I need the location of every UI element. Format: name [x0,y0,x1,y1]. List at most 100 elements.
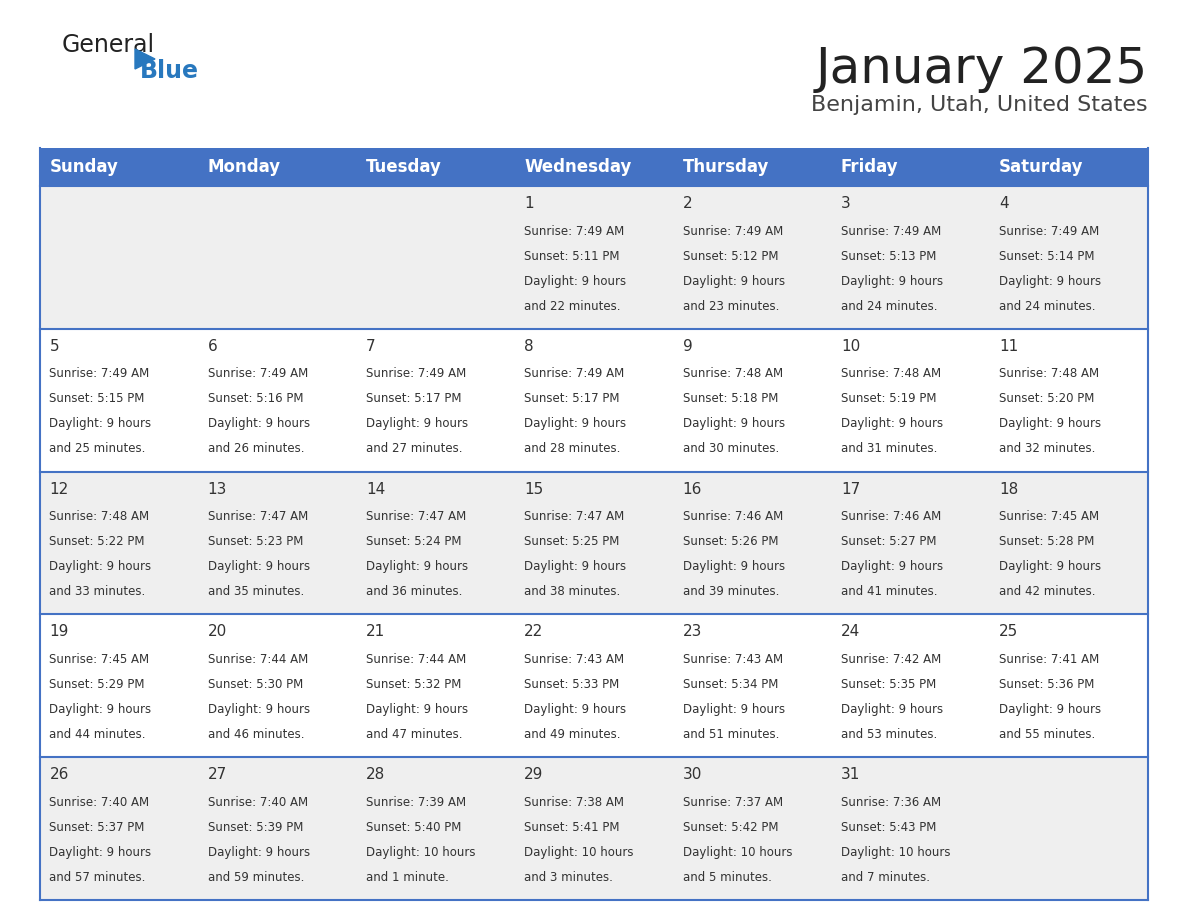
Text: Daylight: 9 hours: Daylight: 9 hours [208,703,310,716]
Text: 9: 9 [683,339,693,353]
Text: Wednesday: Wednesday [524,158,632,176]
Text: and 51 minutes.: and 51 minutes. [683,728,779,741]
Text: 23: 23 [683,624,702,640]
Bar [514,757,674,900]
Text: Sunset: 5:42 PM: Sunset: 5:42 PM [683,821,778,834]
Text: 4: 4 [999,196,1009,211]
Text: 19: 19 [50,624,69,640]
Bar [674,329,832,472]
Text: 1: 1 [524,196,533,211]
Text: Daylight: 9 hours: Daylight: 9 hours [999,274,1101,287]
Text: and 32 minutes.: and 32 minutes. [999,442,1095,455]
Bar [832,614,990,757]
Text: and 55 minutes.: and 55 minutes. [999,728,1095,741]
Text: Sunrise: 7:47 AM: Sunrise: 7:47 AM [208,510,308,523]
Bar [990,186,1148,329]
Text: 12: 12 [50,482,69,497]
Text: and 24 minutes.: and 24 minutes. [999,299,1095,312]
Bar [514,472,674,614]
Bar [514,329,674,472]
Text: and 59 minutes.: and 59 minutes. [208,871,304,884]
Text: Sunset: 5:22 PM: Sunset: 5:22 PM [50,535,145,548]
Text: and 3 minutes.: and 3 minutes. [524,871,613,884]
Text: Sunset: 5:39 PM: Sunset: 5:39 PM [208,821,303,834]
Text: Sunrise: 7:43 AM: Sunrise: 7:43 AM [683,653,783,666]
Text: Daylight: 9 hours: Daylight: 9 hours [366,418,468,431]
Text: 14: 14 [366,482,385,497]
Text: Sunset: 5:13 PM: Sunset: 5:13 PM [841,250,936,263]
Text: 30: 30 [683,767,702,782]
Text: 27: 27 [208,767,227,782]
Bar [356,186,514,329]
Text: and 22 minutes.: and 22 minutes. [524,299,621,312]
Text: and 39 minutes.: and 39 minutes. [683,585,779,599]
Text: Daylight: 9 hours: Daylight: 9 hours [524,418,626,431]
Bar [990,757,1148,900]
Text: Sunrise: 7:37 AM: Sunrise: 7:37 AM [683,796,783,809]
Text: Monday: Monday [208,158,280,176]
Text: Friday: Friday [841,158,898,176]
Bar [990,472,1148,614]
Text: 31: 31 [841,767,860,782]
Text: 3: 3 [841,196,851,211]
Bar [40,329,198,472]
Text: Sunset: 5:43 PM: Sunset: 5:43 PM [841,821,936,834]
Text: Blue: Blue [140,59,200,83]
Text: Daylight: 9 hours: Daylight: 9 hours [841,274,943,287]
Text: Sunset: 5:17 PM: Sunset: 5:17 PM [366,392,462,406]
Bar [198,186,356,329]
Text: Sunset: 5:26 PM: Sunset: 5:26 PM [683,535,778,548]
Bar [40,148,198,186]
Text: and 41 minutes.: and 41 minutes. [841,585,937,599]
Bar [832,148,990,186]
Text: Sunset: 5:12 PM: Sunset: 5:12 PM [683,250,778,263]
Bar [990,329,1148,472]
Text: Sunset: 5:41 PM: Sunset: 5:41 PM [524,821,620,834]
Text: Sunrise: 7:39 AM: Sunrise: 7:39 AM [366,796,466,809]
Text: Daylight: 9 hours: Daylight: 9 hours [683,274,785,287]
Bar [990,614,1148,757]
Text: 11: 11 [999,339,1018,353]
Text: Sunset: 5:25 PM: Sunset: 5:25 PM [524,535,620,548]
Text: Sunrise: 7:49 AM: Sunrise: 7:49 AM [999,225,1099,238]
Text: Sunrise: 7:45 AM: Sunrise: 7:45 AM [50,653,150,666]
Text: 21: 21 [366,624,385,640]
Text: Sunset: 5:33 PM: Sunset: 5:33 PM [524,678,620,691]
Text: Daylight: 9 hours: Daylight: 9 hours [999,418,1101,431]
Text: Daylight: 9 hours: Daylight: 9 hours [366,560,468,573]
Text: Sunset: 5:11 PM: Sunset: 5:11 PM [524,250,620,263]
Bar [674,472,832,614]
Text: Daylight: 9 hours: Daylight: 9 hours [841,703,943,716]
Text: Sunset: 5:36 PM: Sunset: 5:36 PM [999,678,1094,691]
Text: Daylight: 10 hours: Daylight: 10 hours [841,845,950,858]
Text: Sunrise: 7:38 AM: Sunrise: 7:38 AM [524,796,625,809]
Text: Sunrise: 7:44 AM: Sunrise: 7:44 AM [366,653,467,666]
Text: and 1 minute.: and 1 minute. [366,871,449,884]
Text: Sunset: 5:29 PM: Sunset: 5:29 PM [50,678,145,691]
Text: Benjamin, Utah, United States: Benjamin, Utah, United States [811,95,1148,115]
Text: and 57 minutes.: and 57 minutes. [50,871,146,884]
Text: Thursday: Thursday [683,158,769,176]
Bar [674,186,832,329]
Text: 8: 8 [524,339,533,353]
Bar [674,614,832,757]
Text: 20: 20 [208,624,227,640]
Text: and 31 minutes.: and 31 minutes. [841,442,937,455]
Text: Daylight: 9 hours: Daylight: 9 hours [683,560,785,573]
Text: Sunrise: 7:40 AM: Sunrise: 7:40 AM [50,796,150,809]
Bar [514,614,674,757]
Text: Daylight: 9 hours: Daylight: 9 hours [841,560,943,573]
Text: and 7 minutes.: and 7 minutes. [841,871,930,884]
Text: Sunset: 5:37 PM: Sunset: 5:37 PM [50,821,145,834]
Text: 26: 26 [50,767,69,782]
Text: Sunrise: 7:49 AM: Sunrise: 7:49 AM [524,225,625,238]
Text: and 5 minutes.: and 5 minutes. [683,871,771,884]
Text: 6: 6 [208,339,217,353]
Text: 16: 16 [683,482,702,497]
Text: 13: 13 [208,482,227,497]
Bar [40,757,198,900]
Text: Sunrise: 7:43 AM: Sunrise: 7:43 AM [524,653,625,666]
Text: Sunrise: 7:49 AM: Sunrise: 7:49 AM [841,225,941,238]
Text: and 28 minutes.: and 28 minutes. [524,442,620,455]
Text: Sunrise: 7:46 AM: Sunrise: 7:46 AM [683,510,783,523]
